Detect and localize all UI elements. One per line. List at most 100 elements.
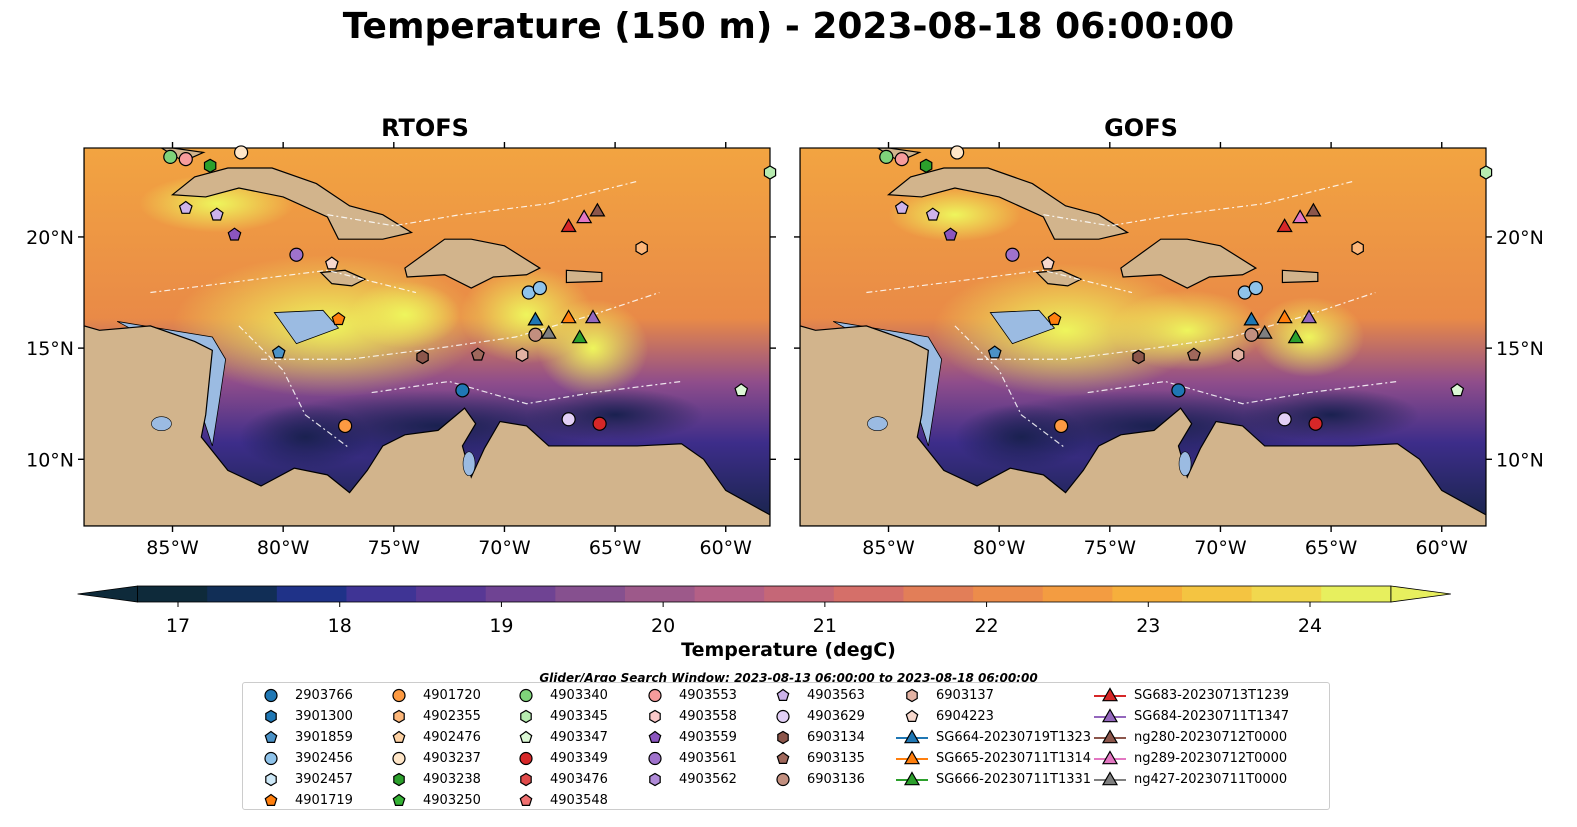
legend-item: 4903629 xyxy=(765,706,865,727)
legend-item: 4902476 xyxy=(381,727,481,748)
colorbar-bin xyxy=(694,586,765,602)
colorbar-bin xyxy=(555,586,626,602)
colorbar-bin xyxy=(973,586,1044,602)
legend-column: 4903340 4903345 4903347 4903349 4903476 49035… xyxy=(508,685,608,811)
lon-tick-label: 85°W xyxy=(146,537,199,559)
obs-marker-4903553 xyxy=(178,152,193,167)
legend-label: 4903347 xyxy=(550,730,608,745)
colorbar-tick-label: 17 xyxy=(166,615,190,637)
legend-column: 6903137 6904223 SG664-20230719T1323 SG665-2… xyxy=(894,685,1091,790)
legend-label: 4903340 xyxy=(550,688,608,703)
obs-marker-4903553 xyxy=(894,152,909,167)
legend: 2903766 3901300 3901859 3902456 3902457 49017… xyxy=(242,682,1330,810)
obs-marker-4903347 xyxy=(1450,383,1465,397)
colorbar-tick-label: 22 xyxy=(974,615,998,637)
legend-item: 4903250 xyxy=(381,790,481,811)
obs-marker-SG664-20230719T1323 xyxy=(1243,311,1260,326)
legend-label: 4903563 xyxy=(807,688,865,703)
map-panel-rtofs xyxy=(84,148,770,526)
legend-marker-icon xyxy=(637,748,673,769)
legend-label: SG683-20230713T1239 xyxy=(1134,688,1290,703)
colorbar-bin xyxy=(1251,586,1322,602)
legend-marker-icon xyxy=(1092,769,1128,790)
legend-marker-icon xyxy=(253,748,289,769)
colorbar-bin xyxy=(1042,586,1113,602)
obs-marker-6903134 xyxy=(416,349,429,365)
legend-marker-icon xyxy=(637,727,673,748)
panel-title-gofs: GOFS xyxy=(1104,114,1178,142)
obs-marker-4903238 xyxy=(203,158,217,173)
obs-marker-4901720 xyxy=(338,418,353,434)
legend-label: 6903135 xyxy=(807,751,865,766)
colorbar-tick-label: 24 xyxy=(1298,615,1322,637)
legend-marker-icon xyxy=(508,769,544,790)
legend-item: 4903559 xyxy=(637,727,737,748)
legend-item: 4901719 xyxy=(253,790,353,811)
legend-marker-icon xyxy=(381,790,417,811)
legend-item: 4903563 xyxy=(765,685,865,706)
legend-label: 4903561 xyxy=(679,751,737,766)
lon-tick-label: 65°W xyxy=(589,537,642,559)
obs-marker-SG665-20230711T1314 xyxy=(1276,309,1293,324)
legend-label: SG664-20230719T1323 xyxy=(936,730,1092,745)
colorbar-bin xyxy=(1112,586,1183,602)
obs-marker-4903345 xyxy=(763,165,777,180)
obs-marker-3902456 xyxy=(1248,280,1263,296)
legend-marker-icon xyxy=(894,727,930,748)
legend-item: 6903135 xyxy=(765,748,865,769)
legend-label: 4903250 xyxy=(423,793,481,808)
lat-tick-label: 10°N xyxy=(1496,449,1544,471)
legend-marker-icon xyxy=(637,685,673,706)
legend-marker-icon xyxy=(508,790,544,811)
legend-item: ng427-20230711T0000 xyxy=(1092,769,1289,790)
obs-marker-4903345 xyxy=(1479,165,1493,180)
legend-marker-icon xyxy=(765,727,801,748)
legend-item: SG666-20230711T1331 xyxy=(894,769,1091,790)
colorbar-bin xyxy=(137,586,208,602)
obs-marker-4901720 xyxy=(1054,418,1069,434)
search-window-text: Glider/Argo Search Window: 2023-08-13 06… xyxy=(539,671,1038,685)
obs-marker-SG684-20230711T1347 xyxy=(1300,309,1318,324)
colorbar-bin xyxy=(346,586,417,602)
obs-marker-6903136 xyxy=(528,327,543,342)
colorbar-tick-label: 23 xyxy=(1136,615,1160,637)
obs-marker-ng427-20230711T0000 xyxy=(1256,324,1273,339)
legend-label: SG666-20230711T1331 xyxy=(936,772,1092,787)
legend-label: 4903345 xyxy=(550,709,608,724)
lon-tick-label: 60°W xyxy=(700,537,753,559)
obs-marker-SG684-20230711T1347 xyxy=(584,309,602,324)
legend-label: 4903558 xyxy=(679,709,737,724)
legend-item: 4903347 xyxy=(508,727,608,748)
legend-marker-icon xyxy=(765,769,801,790)
obs-marker-3901859 xyxy=(987,345,1002,359)
colorbar-tick-label: 18 xyxy=(328,615,352,637)
map-panels: 85°W 80°W 75°W 70°W 65°W 60°W 20°N 15°N 10°N 85°W… xyxy=(26,142,1544,559)
obs-marker-4903349 xyxy=(1308,416,1323,431)
colorbar-bin xyxy=(833,586,904,602)
legend-item: 4903237 xyxy=(381,748,481,769)
lon-tick-label: 70°W xyxy=(478,537,531,559)
obs-marker-4902355 xyxy=(1351,240,1364,256)
legend-column: 2903766 3901300 3901859 3902456 3902457 49017… xyxy=(253,685,353,811)
legend-label: 4903237 xyxy=(423,751,481,766)
legend-marker-icon xyxy=(381,685,417,706)
lat-tick-label: 15°N xyxy=(26,338,74,360)
panel-title-rtofs: RTOFS xyxy=(381,114,469,142)
obs-marker-SG666-20230711T1331 xyxy=(571,329,588,344)
legend-label: 4901719 xyxy=(295,793,353,808)
obs-marker-4903347 xyxy=(734,383,749,397)
legend-item: SG684-20230711T1347 xyxy=(1092,706,1289,727)
colorbar-bin xyxy=(764,586,835,602)
colorbar-bin xyxy=(624,586,696,602)
obs-marker-4903238 xyxy=(919,158,933,173)
obs-marker-6903136 xyxy=(1244,327,1259,342)
obs-marker-3902456 xyxy=(532,280,547,296)
obs-marker-4903237 xyxy=(234,145,249,160)
legend-item: 6903136 xyxy=(765,769,865,790)
legend-label: 3902456 xyxy=(295,751,353,766)
obs-marker-4903340 xyxy=(163,149,178,164)
lon-tick-label: 75°W xyxy=(1084,537,1137,559)
colorbar-label: Temperature (degC) xyxy=(681,639,896,661)
legend-marker-icon xyxy=(765,706,801,727)
obs-marker-4901719 xyxy=(331,311,346,326)
